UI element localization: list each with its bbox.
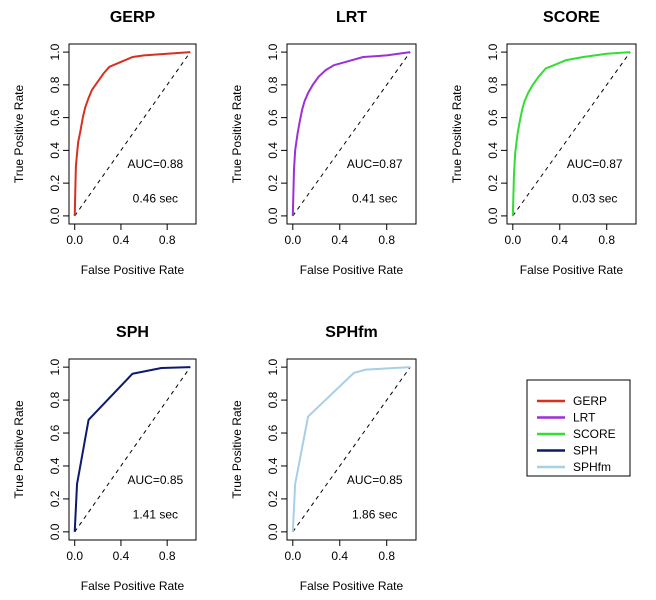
x-tick-label: 0.4 (331, 549, 348, 563)
y-tick-label: 0.4 (48, 457, 62, 474)
panel-title: GERP (110, 9, 156, 26)
legend: GERP LRT SCORE SPH SPHfm (526, 379, 631, 477)
plot-frame (68, 358, 197, 541)
y-axis-label: True Positive Rate (230, 85, 244, 184)
time-annotation: 0.46 sec (133, 191, 178, 205)
legend-label: SPHfm (573, 460, 611, 474)
y-tick-label: 0.8 (486, 76, 500, 93)
random-classifier-diagonal (74, 366, 191, 533)
x-axis-label: False Positive Rate (300, 579, 404, 593)
y-tick-label: 0.2 (486, 174, 500, 191)
random-classifier-diagonal (292, 366, 411, 533)
plot-frame (506, 43, 637, 225)
panel-title: SPH (116, 324, 149, 341)
x-tick-label: 0.8 (378, 233, 395, 247)
roc-curve (291, 366, 411, 532)
auc-annotation: AUC=0.87 (567, 157, 623, 171)
y-tick-label: 1.0 (266, 358, 280, 375)
x-axis-label: False Positive Rate (81, 579, 185, 593)
y-tick-label: 0.8 (266, 76, 280, 93)
roc-panel-score: SCORE 0.0 0.4 0.8 0.0 0.2 0.4 0.6 0.8 1.0 False Po… (450, 9, 637, 277)
y-tick-label: 0.4 (266, 142, 280, 159)
x-axis-label: False Positive Rate (81, 263, 185, 277)
plot-frame (286, 43, 417, 225)
random-classifier-diagonal (292, 51, 411, 217)
x-tick-label: 0.8 (159, 549, 176, 563)
x-tick-label: 0.0 (284, 233, 301, 247)
random-classifier-diagonal (512, 51, 631, 217)
y-tick-label: 0.2 (266, 490, 280, 507)
y-axis-label: True Positive Rate (230, 400, 244, 499)
x-tick-label: 0.8 (598, 233, 615, 247)
panel-title: LRT (336, 9, 367, 26)
roc-curve (511, 51, 631, 216)
auc-annotation: AUC=0.87 (347, 157, 403, 171)
y-axis-label: True Positive Rate (450, 85, 464, 184)
y-tick-label: 0.4 (486, 142, 500, 159)
y-tick-label: 0.0 (486, 207, 500, 224)
y-tick-label: 0.6 (486, 109, 500, 126)
y-tick-label: 0.2 (266, 174, 280, 191)
auc-annotation: AUC=0.88 (128, 157, 184, 171)
panel-title: SPHfm (325, 324, 377, 341)
y-tick-label: 1.0 (48, 43, 62, 60)
y-tick-label: 0.6 (48, 109, 62, 126)
y-tick-label: 0.6 (266, 109, 280, 126)
random-classifier-diagonal (74, 51, 191, 217)
roc-panel-sph: SPH 0.0 0.4 0.8 0.0 0.2 0.4 0.6 0.8 1.0 False Posi… (12, 324, 197, 593)
legend-label: SPH (573, 444, 598, 458)
legend-box (526, 379, 631, 477)
y-tick-label: 1.0 (48, 358, 62, 375)
y-tick-label: 0.0 (48, 523, 62, 540)
plot-frame (68, 43, 197, 225)
y-axis-label: True Positive Rate (12, 400, 26, 499)
x-tick-label: 0.8 (159, 233, 176, 247)
x-tick-label: 0.4 (551, 233, 568, 247)
x-tick-label: 0.0 (504, 233, 521, 247)
x-axis-label: False Positive Rate (520, 263, 624, 277)
y-tick-label: 0.8 (48, 391, 62, 408)
y-tick-label: 0.2 (48, 490, 62, 507)
y-axis-label: True Positive Rate (12, 85, 26, 184)
y-tick-label: 0.8 (266, 391, 280, 408)
auc-annotation: AUC=0.85 (347, 473, 403, 487)
y-tick-label: 0.0 (266, 523, 280, 540)
panel-title: SCORE (543, 9, 600, 26)
y-tick-label: 0.6 (266, 424, 280, 441)
plot-frame (286, 358, 417, 541)
x-tick-label: 0.0 (66, 549, 83, 563)
y-tick-label: 0.0 (48, 207, 62, 224)
x-tick-label: 0.0 (66, 233, 83, 247)
y-tick-label: 0.4 (48, 142, 62, 159)
y-tick-label: 0.2 (48, 174, 62, 191)
auc-annotation: AUC=0.85 (128, 473, 184, 487)
roc-curve (73, 51, 191, 216)
x-tick-label: 0.4 (113, 233, 130, 247)
time-annotation: 0.41 sec (352, 191, 397, 205)
time-annotation: 0.03 sec (572, 191, 617, 205)
roc-panel-sphfm: SPHfm 0.0 0.4 0.8 0.0 0.2 0.4 0.6 0.8 1.0 False Po… (230, 324, 417, 593)
legend-label: SCORE (573, 427, 616, 441)
y-tick-label: 0.8 (48, 76, 62, 93)
roc-curve (291, 51, 411, 216)
y-tick-label: 1.0 (266, 43, 280, 60)
y-tick-label: 0.4 (266, 457, 280, 474)
x-tick-label: 0.4 (113, 549, 130, 563)
y-tick-label: 0.6 (48, 424, 62, 441)
x-tick-label: 0.8 (378, 549, 395, 563)
legend-label: GERP (573, 394, 607, 408)
y-tick-label: 0.0 (266, 207, 280, 224)
time-annotation: 1.41 sec (133, 507, 178, 521)
roc-panel-lrt: LRT 0.0 0.4 0.8 0.0 0.2 0.4 0.6 0.8 1.0 False Posi… (230, 9, 417, 277)
time-annotation: 1.86 sec (352, 507, 397, 521)
roc-curve (73, 366, 191, 532)
x-axis-label: False Positive Rate (300, 263, 404, 277)
legend-label: LRT (573, 411, 596, 425)
y-tick-label: 1.0 (486, 43, 500, 60)
x-tick-label: 0.4 (331, 233, 348, 247)
roc-panel-gerp: GERP 0.0 0.4 0.8 0.0 0.2 0.4 0.6 0.8 1.0 False Pos… (12, 9, 197, 277)
x-tick-label: 0.0 (284, 549, 301, 563)
